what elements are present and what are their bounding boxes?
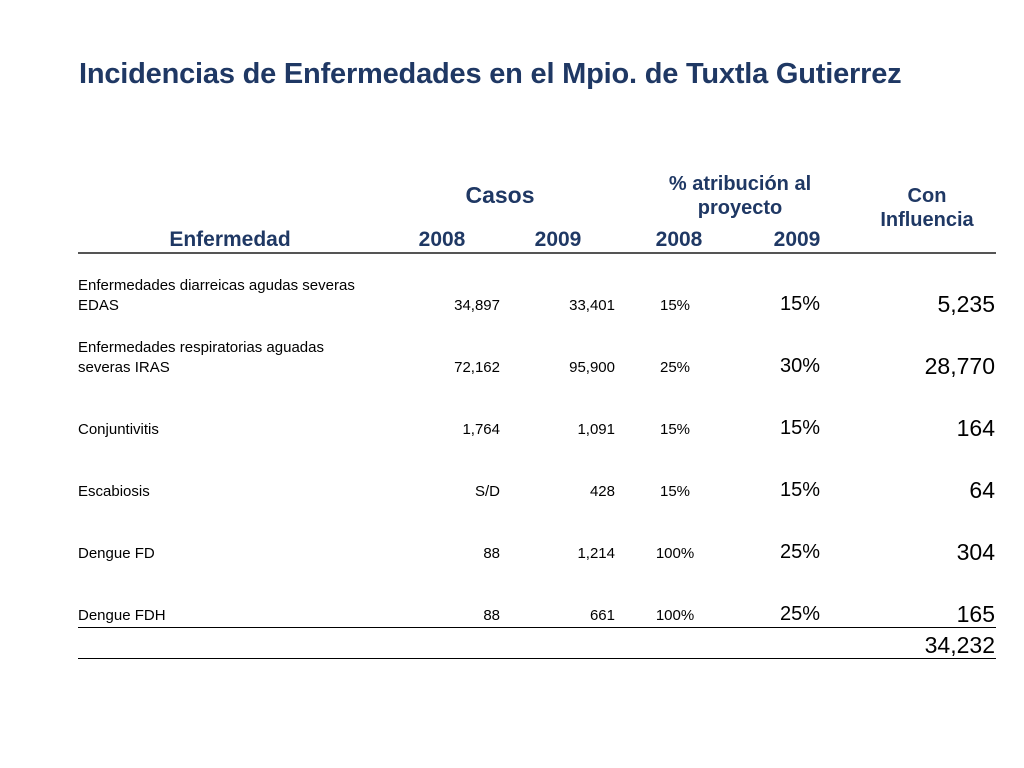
table-row: Dengue FD 88 1,214 100% 25% 304 xyxy=(0,512,1024,572)
header-casos: Casos xyxy=(465,182,535,208)
row-disease-name: Dengue FDH xyxy=(78,607,166,624)
row-atribucion-2009: 15% xyxy=(779,293,821,315)
row-atribucion-2009: 25% xyxy=(779,541,821,563)
row-atribucion-2008: 15% xyxy=(659,297,691,314)
row-casos-2009: 1,214 xyxy=(577,545,615,562)
row-casos-2008: 34,897 xyxy=(454,297,500,314)
row-casos-2008: 88 xyxy=(483,545,500,562)
row-casos-2008: S/D xyxy=(474,483,500,500)
row-casos-2009: 1,091 xyxy=(577,421,615,438)
row-disease-name: Conjuntivitis xyxy=(78,421,159,438)
table-row: Conjuntivitis 1,764 1,091 15% 15% 164 xyxy=(0,388,1024,448)
column-header-atribucion-2009: 2009 xyxy=(773,228,821,251)
row-disease-name: Enfermedades diarreicas agudas severas E… xyxy=(78,277,355,314)
row-casos-2008: 88 xyxy=(483,607,500,624)
row-atribucion-2008: 15% xyxy=(659,483,691,500)
row-atribucion-2009: 30% xyxy=(779,355,821,377)
row-atribucion-2008: 15% xyxy=(659,421,691,438)
column-header-casos-2008: 2008 xyxy=(418,228,466,251)
total-con-influencia: 34,232 xyxy=(924,632,995,658)
row-casos-2009: 95,900 xyxy=(569,359,615,376)
row-atribucion-2009: 15% xyxy=(779,417,821,439)
column-header-atribucion-2008: 2008 xyxy=(655,228,703,251)
row-atribucion-2008: 25% xyxy=(659,359,691,376)
table-row: Escabiosis S/D 428 15% 15% 64 xyxy=(0,450,1024,510)
row-con-influencia: 164 xyxy=(956,415,995,441)
row-disease-name: Dengue FD xyxy=(78,545,155,562)
table-row: Enfermedades respiratorias aguadas sever… xyxy=(0,326,1024,386)
table-row: Enfermedades diarreicas agudas severas E… xyxy=(0,264,1024,324)
row-casos-2009: 428 xyxy=(589,483,615,500)
row-con-influencia: 28,770 xyxy=(924,353,995,379)
row-atribucion-2008: 100% xyxy=(655,545,695,562)
row-casos-2008: 72,162 xyxy=(454,359,500,376)
row-disease-name: Escabiosis xyxy=(78,483,150,500)
total-divider xyxy=(78,658,996,659)
row-con-influencia: 165 xyxy=(956,601,995,627)
row-atribucion-2009: 15% xyxy=(779,479,821,501)
row-casos-2008: 1,764 xyxy=(462,421,500,438)
row-casos-2009: 33,401 xyxy=(569,297,615,314)
header-divider xyxy=(78,252,996,254)
page-title: Incidencias de Enfermedades en el Mpio. … xyxy=(79,58,902,90)
table-row: Dengue FDH 88 661 100% 25% 165 xyxy=(0,574,1024,634)
row-atribucion-2009: 25% xyxy=(779,603,821,625)
row-con-influencia: 64 xyxy=(969,477,995,503)
row-atribucion-2008: 100% xyxy=(655,607,695,624)
column-header-casos-2009: 2009 xyxy=(534,228,582,251)
row-con-influencia: 5,235 xyxy=(937,291,995,317)
header-con-influencia: Con Influencia xyxy=(880,185,974,231)
row-disease-name: Enfermedades respiratorias aguadas sever… xyxy=(78,339,324,376)
header-atribucion: % atribución al proyecto xyxy=(668,173,812,219)
row-casos-2009: 661 xyxy=(589,607,615,624)
column-header-enfermedad: Enfermedad xyxy=(169,228,291,251)
row-con-influencia: 304 xyxy=(956,539,995,565)
table-bottom-divider xyxy=(78,627,996,628)
